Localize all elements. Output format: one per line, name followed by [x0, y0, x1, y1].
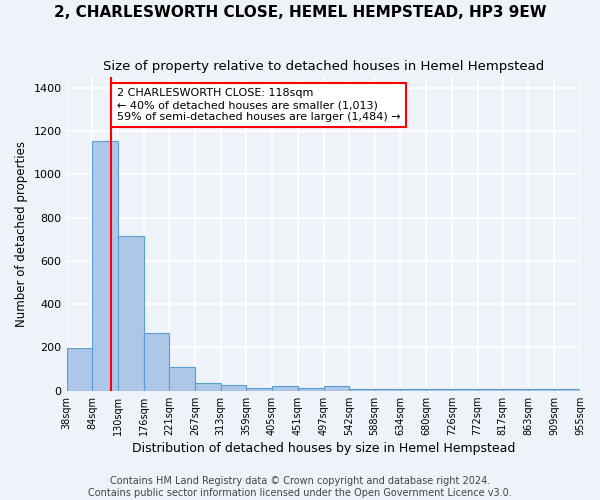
- Bar: [554, 389, 580, 390]
- Bar: [67, 348, 92, 391]
- Bar: [323, 386, 349, 390]
- Bar: [298, 388, 323, 390]
- Bar: [529, 389, 554, 390]
- Bar: [426, 389, 452, 390]
- Title: Size of property relative to detached houses in Hemel Hempstead: Size of property relative to detached ho…: [103, 60, 544, 73]
- Bar: [349, 389, 374, 390]
- Bar: [478, 389, 503, 390]
- Y-axis label: Number of detached properties: Number of detached properties: [15, 141, 28, 327]
- Bar: [272, 386, 298, 390]
- Bar: [452, 389, 478, 390]
- Bar: [92, 142, 118, 390]
- Text: Contains HM Land Registry data © Crown copyright and database right 2024.
Contai: Contains HM Land Registry data © Crown c…: [88, 476, 512, 498]
- Bar: [118, 236, 144, 390]
- Text: 2 CHARLESWORTH CLOSE: 118sqm
← 40% of detached houses are smaller (1,013)
59% of: 2 CHARLESWORTH CLOSE: 118sqm ← 40% of de…: [117, 88, 401, 122]
- Bar: [246, 388, 272, 390]
- X-axis label: Distribution of detached houses by size in Hemel Hempstead: Distribution of detached houses by size …: [131, 442, 515, 455]
- Bar: [400, 389, 426, 390]
- Text: 2, CHARLESWORTH CLOSE, HEMEL HEMPSTEAD, HP3 9EW: 2, CHARLESWORTH CLOSE, HEMEL HEMPSTEAD, …: [53, 5, 547, 20]
- Bar: [169, 366, 195, 390]
- Bar: [374, 389, 400, 390]
- Bar: [144, 332, 169, 390]
- Bar: [503, 389, 529, 390]
- Bar: [221, 384, 246, 390]
- Bar: [195, 383, 221, 390]
